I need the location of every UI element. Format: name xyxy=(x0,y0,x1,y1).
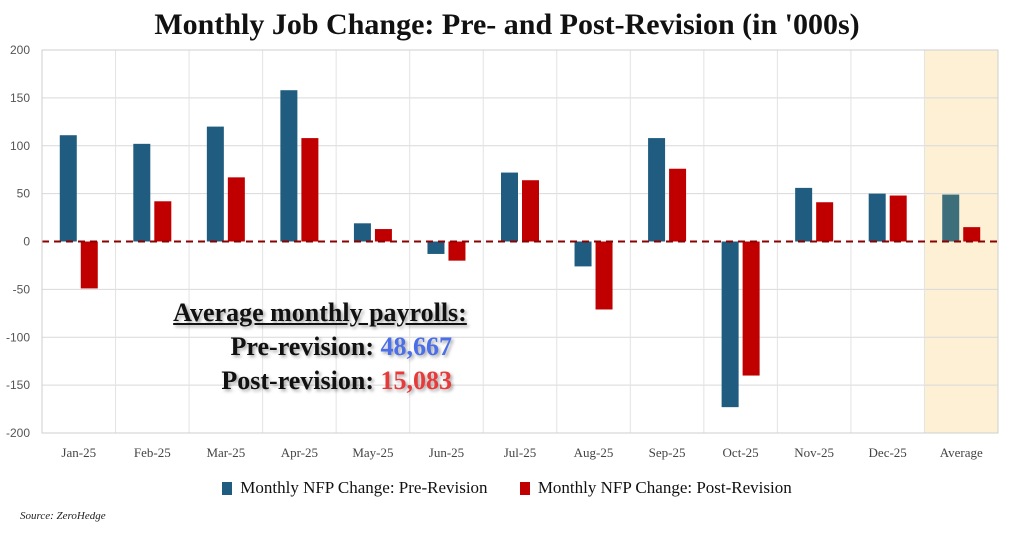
x-tick-label: Nov-25 xyxy=(794,445,834,460)
bar-pre-may-25 xyxy=(353,223,371,242)
bar-post-apr-25 xyxy=(301,138,319,242)
average-payrolls-annotation: Average monthly payrolls: Pre-revision: … xyxy=(140,296,500,398)
y-tick-label: 50 xyxy=(17,187,31,201)
x-tick-label: Jul-25 xyxy=(504,445,537,460)
pre-revision-value: 48,667 xyxy=(380,332,453,361)
bar-post-oct-25 xyxy=(742,241,760,376)
y-tick-label: -50 xyxy=(13,282,31,296)
x-tick-label: May-25 xyxy=(352,445,393,460)
x-tick-label: Oct-25 xyxy=(723,445,759,460)
y-tick-label: 0 xyxy=(23,235,30,249)
bar-pre-average xyxy=(942,194,960,242)
x-tick-label: Jun-25 xyxy=(429,445,464,460)
x-tick-label: Jan-25 xyxy=(61,445,96,460)
chart-title: Monthly Job Change: Pre- and Post-Revisi… xyxy=(154,8,860,41)
source-note: Source: ZeroHedge xyxy=(20,510,106,522)
legend-label-pre: Monthly NFP Change: Pre-Revision xyxy=(240,478,488,497)
post-revision-label: Post-revision: xyxy=(221,366,374,395)
bar-pre-dec-25 xyxy=(868,193,886,242)
bar-post-jan-25 xyxy=(80,241,98,289)
y-tick-label: 100 xyxy=(10,139,30,153)
x-tick-label: Apr-25 xyxy=(281,445,318,460)
bar-pre-jun-25 xyxy=(427,241,445,254)
y-tick-label: 150 xyxy=(10,91,30,105)
post-revision-value: 15,083 xyxy=(380,366,453,395)
x-tick-label: Mar-25 xyxy=(206,445,245,460)
post-revision-line: Post-revision: 15,083 xyxy=(140,364,500,398)
bar-pre-mar-25 xyxy=(206,126,224,242)
bar-post-average xyxy=(963,227,981,242)
bar-post-nov-25 xyxy=(816,202,834,242)
bar-post-mar-25 xyxy=(227,177,245,242)
x-tick-label: Sep-25 xyxy=(649,445,686,460)
annotation-heading: Average monthly payrolls: xyxy=(173,298,467,327)
plot-frame xyxy=(41,49,999,434)
x-tick-label: Aug-25 xyxy=(574,445,614,460)
bar-pre-aug-25 xyxy=(574,241,592,267)
bar-post-jul-25 xyxy=(522,180,539,242)
bar-pre-jan-25 xyxy=(59,135,77,242)
legend-item-pre: Monthly NFP Change: Pre-Revision xyxy=(222,478,488,498)
chart-plot: -200 -150 -100 -50 0 50 100 150 200 Jan-25 Feb-25 M… xyxy=(6,43,999,460)
bar-post-may-25 xyxy=(374,229,392,242)
y-tick-label: -150 xyxy=(6,378,30,392)
bar-pre-feb-25 xyxy=(133,143,151,242)
legend-swatch-pre xyxy=(222,481,233,495)
bar-post-dec-25 xyxy=(889,195,907,242)
y-tick-label: 200 xyxy=(10,43,30,57)
legend-label-post: Monthly NFP Change: Post-Revision xyxy=(537,478,792,497)
bar-pre-jul-25 xyxy=(501,172,518,242)
bar-pre-sep-25 xyxy=(648,138,666,242)
y-tick-label: -100 xyxy=(6,330,30,344)
bar-pre-nov-25 xyxy=(795,187,813,242)
bar-pre-oct-25 xyxy=(721,241,739,408)
pre-revision-line: Pre-revision: 48,667 xyxy=(140,330,500,364)
bar-post-feb-25 xyxy=(154,201,172,242)
x-tick-label: Feb-25 xyxy=(134,445,171,460)
pre-revision-label: Pre-revision: xyxy=(230,332,374,361)
bar-post-sep-25 xyxy=(669,168,687,242)
bar-post-aug-25 xyxy=(595,241,613,310)
legend-swatch-post xyxy=(519,481,530,495)
legend-item-post: Monthly NFP Change: Post-Revision xyxy=(519,478,792,498)
x-tick-label: Average xyxy=(940,445,983,460)
chart-legend: Monthly NFP Change: Pre-Revision Monthly… xyxy=(0,478,1014,500)
bar-pre-apr-25 xyxy=(280,90,298,242)
y-tick-label: -200 xyxy=(6,426,30,440)
x-tick-label: Dec-25 xyxy=(869,445,907,460)
bar-post-jun-25 xyxy=(448,241,466,261)
